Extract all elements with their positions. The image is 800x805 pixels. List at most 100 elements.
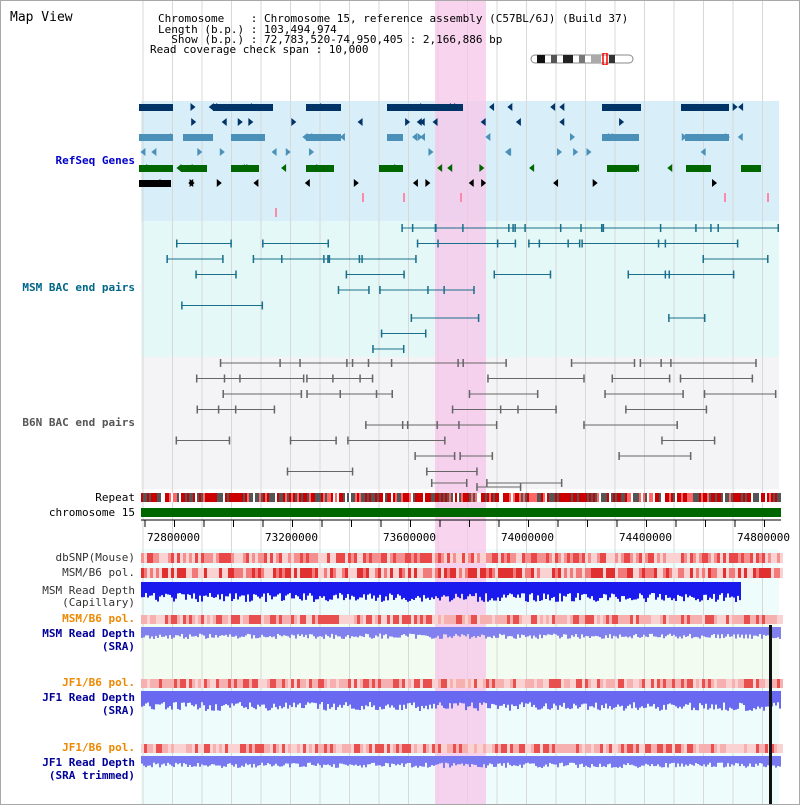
polymorphism-bin: [642, 568, 645, 578]
read-depth-bin: [243, 691, 245, 708]
repeat-feature: [759, 493, 761, 502]
track-label-b6n-bac[interactable]: B6N BAC end pairs: [22, 416, 135, 429]
read-depth-bin: [417, 691, 419, 707]
polymorphism-bin: [579, 679, 582, 688]
polymorphism-bin: [306, 568, 309, 578]
read-depth-bin: [143, 691, 145, 706]
polymorphism-bin: [180, 568, 183, 578]
polymorphism-bin: [327, 568, 330, 578]
polymorphism-bin: [189, 679, 192, 688]
polymorphism-bin: [402, 679, 405, 688]
track-label-msm-pol-2[interactable]: MSM/B6 pol.: [62, 612, 135, 625]
polymorphism-bin: [363, 744, 366, 753]
read-depth-bin: [469, 582, 471, 595]
read-depth-bin: [467, 691, 469, 707]
read-depth-bin: [191, 582, 193, 599]
read-depth-bin: [221, 756, 223, 768]
polymorphism-bin: [258, 553, 261, 563]
read-depth-bin: [397, 691, 399, 710]
read-depth-bin: [323, 627, 325, 639]
read-depth-bin: [383, 756, 385, 767]
chromosome-ideogram[interactable]: [529, 53, 635, 65]
polymorphism-bin: [249, 679, 252, 688]
polymorphism-bin: [666, 615, 669, 624]
read-depth-bin: [151, 691, 153, 710]
polymorphism-bin: [657, 615, 660, 624]
polymorphism-bin: [468, 679, 471, 688]
polymorphism-bin: [339, 553, 342, 563]
track-label-jf1-depth-trim[interactable]: JF1 Read Depth: [42, 756, 135, 769]
polymorphism-bin: [495, 615, 498, 624]
read-depth-bin: [729, 691, 731, 708]
bac-end: [774, 390, 777, 398]
read-depth-bin: [445, 756, 447, 763]
polymorphism-bin: [396, 553, 399, 563]
polymorphism-bin: [426, 679, 429, 688]
polymorphism-bin: [720, 679, 723, 688]
polymorphism-bin: [477, 553, 480, 563]
read-depth-bin: [369, 582, 371, 594]
read-depth-bin: [479, 756, 481, 768]
repeat-feature: [417, 493, 419, 502]
gene-arrow-icon: [468, 179, 474, 187]
polymorphism-bin: [618, 553, 621, 563]
read-depth-bin: [587, 756, 589, 768]
read-depth-bin: [471, 627, 473, 638]
polymorphism-bin: [546, 679, 549, 688]
read-depth-bin: [301, 756, 303, 767]
bac-end: [705, 405, 708, 414]
track-label-repeat[interactable]: Repeat: [95, 491, 135, 504]
read-depth-bin: [599, 627, 601, 638]
read-depth-bin: [541, 756, 543, 768]
polymorphism-bin: [333, 679, 336, 688]
polymorphism-bin: [456, 553, 459, 563]
polymorphism-bin: [141, 615, 144, 624]
polymorphism-bin: [318, 744, 321, 753]
gene-arrow-icon: [550, 103, 556, 111]
polymorphism-bin: [699, 679, 702, 688]
repeat-feature: [747, 493, 749, 502]
read-depth-bin: [569, 627, 571, 639]
polymorphism-bin: [726, 744, 729, 753]
polymorphism-bin: [312, 679, 315, 688]
repeat-feature: [671, 493, 673, 502]
repeat-feature: [173, 493, 175, 502]
read-depth-bin: [157, 756, 159, 764]
read-depth-bin: [249, 627, 251, 635]
repeat-feature: [461, 493, 463, 502]
read-depth-bin: [321, 691, 323, 703]
track-label-msm-bac[interactable]: MSM BAC end pairs: [22, 281, 135, 294]
track-label-msm-depth-cap[interactable]: MSM Read Depth: [42, 584, 135, 597]
gene-arrow-icon: [553, 179, 559, 187]
polymorphism-bin: [588, 553, 591, 563]
read-depth-bin: [369, 691, 371, 703]
polymorphism-bin: [171, 553, 174, 563]
polymorphism-bin: [201, 679, 204, 688]
track-label-jf1-depth-sra[interactable]: JF1 Read Depth: [42, 691, 135, 704]
read-depth-bin: [527, 691, 529, 704]
track-label-jf1-pol-2[interactable]: JF1/B6 pol.: [62, 741, 135, 754]
track-label-jf1-pol-1[interactable]: JF1/B6 pol.: [62, 676, 135, 689]
track-label-refseq[interactable]: RefSeq Genes: [55, 154, 135, 167]
repeat-feature: [311, 493, 313, 502]
polymorphism-bin: [648, 553, 651, 563]
read-depth-bin: [731, 756, 733, 765]
track-label-msm-depth-sra[interactable]: MSM Read Depth: [42, 627, 135, 640]
polymorphism-bin: [486, 568, 489, 578]
polymorphism-bin: [189, 568, 192, 578]
track-label-dbsnp[interactable]: dbSNP(Mouse): [55, 551, 135, 564]
track-label-msm-pol-1[interactable]: MSM/B6 pol.: [62, 566, 135, 579]
track-label-chromosome[interactable]: chromosome 15: [48, 506, 135, 519]
read-depth-bin: [563, 627, 565, 635]
polymorphism-bin: [483, 568, 486, 578]
read-depth-bin: [375, 691, 377, 710]
read-depth-bin: [151, 627, 153, 637]
polymorphism-bin: [297, 553, 300, 563]
read-depth-bin: [253, 627, 255, 636]
polymorphism-bin: [693, 553, 696, 563]
bac-end: [367, 359, 370, 367]
polymorphism-bin: [243, 744, 246, 753]
read-depth-bin: [161, 582, 163, 596]
polymorphism-bin: [198, 615, 201, 624]
